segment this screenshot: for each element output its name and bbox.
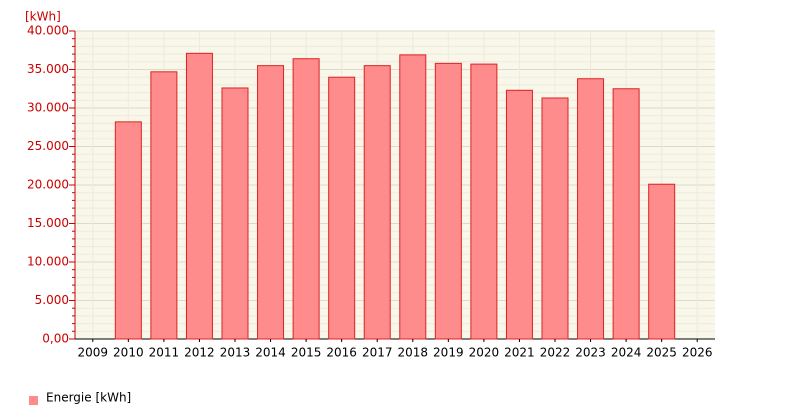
legend-label: Energie [kWh] — [46, 391, 131, 405]
y-tick-label: 0,00 — [42, 332, 69, 346]
legend-swatch — [29, 396, 38, 405]
bar — [577, 78, 605, 340]
x-tick-label: 2018 — [398, 346, 429, 360]
y-tick-label: 20.000 — [27, 178, 69, 192]
y-tick-label: 40.000 — [27, 24, 69, 38]
x-tick-label: 2020 — [469, 346, 500, 360]
bar — [328, 76, 356, 340]
y-tick-label: 35.000 — [27, 62, 69, 76]
y-tick-label: 5.000 — [35, 293, 69, 307]
x-tick-label: 2021 — [504, 346, 535, 360]
x-tick-label: 2025 — [646, 346, 677, 360]
x-tick-label: 2015 — [291, 346, 322, 360]
x-tick-label: 2012 — [184, 346, 215, 360]
x-tick-label: 2010 — [113, 346, 144, 360]
x-tick-label: 2014 — [255, 346, 286, 360]
bar — [505, 89, 533, 340]
y-tick-label: 15.000 — [27, 216, 69, 230]
bar — [434, 62, 462, 340]
x-tick-label: 2019 — [433, 346, 464, 360]
x-tick-label: 2016 — [326, 346, 357, 360]
bar — [185, 52, 213, 340]
bar — [399, 54, 427, 340]
y-tick-label: 10.000 — [27, 255, 69, 269]
bar — [648, 183, 676, 340]
y-axis-label: [kWh] — [25, 10, 61, 24]
bar — [221, 87, 249, 340]
x-tick-label: 2026 — [682, 346, 713, 360]
x-tick-label: 2023 — [575, 346, 606, 360]
x-tick-label: 2011 — [149, 346, 180, 360]
x-tick-label: 2022 — [540, 346, 571, 360]
x-tick-label: 2009 — [78, 346, 109, 360]
bar — [470, 63, 498, 340]
x-tick-label: 2024 — [611, 346, 642, 360]
y-tick-label: 30.000 — [27, 101, 69, 115]
bar — [612, 88, 640, 340]
bar — [363, 65, 391, 340]
bar — [541, 97, 569, 340]
x-tick-label: 2013 — [220, 346, 251, 360]
x-tick-label: 2017 — [362, 346, 393, 360]
bar — [114, 121, 142, 340]
bar — [292, 58, 320, 340]
y-tick-label: 25.000 — [27, 139, 69, 153]
bar — [150, 71, 178, 340]
bar — [257, 65, 285, 340]
